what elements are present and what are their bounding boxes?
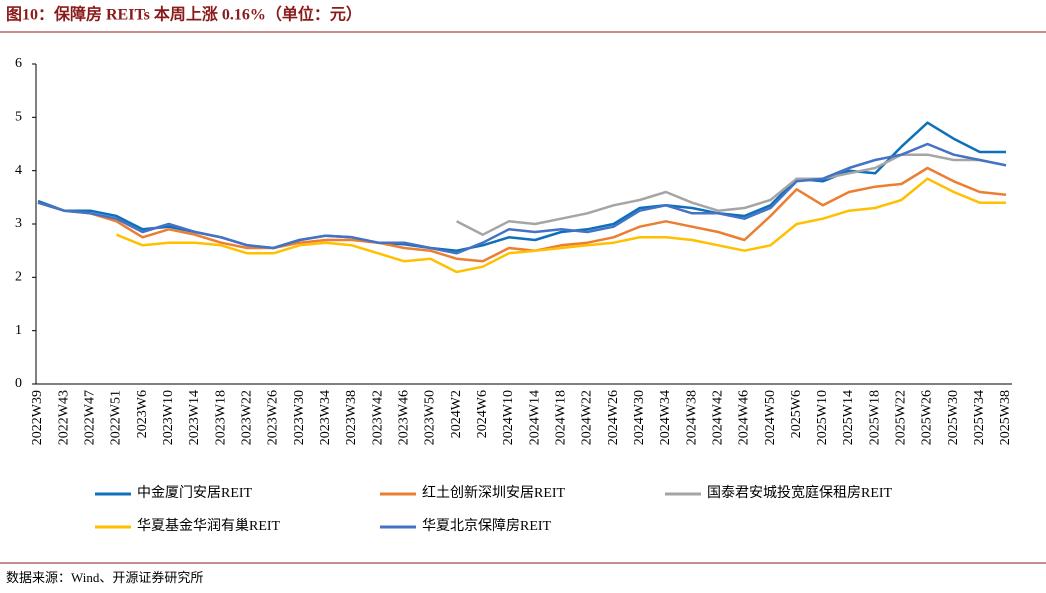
x-tick-label: 2024W26	[606, 390, 621, 445]
x-tick-label: 2024W2	[449, 390, 464, 438]
y-tick-label: 4	[15, 163, 22, 178]
x-tick-label: 2023W26	[266, 390, 281, 445]
x-tick-label: 2023W46	[396, 390, 411, 445]
y-tick-label: 5	[15, 110, 22, 125]
series-line	[37, 142, 1007, 255]
y-tick-label: 6	[15, 56, 22, 71]
source-note: 数据来源：Wind、开源证券研究所	[6, 570, 203, 585]
x-tick-label: 2024W50	[763, 390, 778, 445]
series-line	[116, 177, 1006, 274]
x-tick-label: 2024W14	[527, 390, 542, 445]
x-tick-label: 2025W34	[972, 390, 987, 445]
x-tick-label: 2023W10	[161, 390, 176, 445]
x-tick-label: 2025W10	[815, 390, 830, 445]
y-tick-label: 1	[15, 323, 22, 338]
y-tick-label: 3	[15, 216, 22, 231]
x-tick-label: 2023W14	[187, 390, 202, 445]
y-tick-label: 2	[15, 270, 22, 285]
x-tick-label: 2022W43	[56, 390, 71, 445]
x-tick-label: 2023W18	[213, 390, 228, 445]
x-tick-label: 2024W10	[501, 390, 516, 445]
x-tick-label: 2024W18	[553, 390, 568, 445]
y-tick-label: 0	[15, 376, 22, 391]
x-tick-label: 2025W22	[894, 390, 909, 445]
series-line	[37, 166, 1007, 263]
legend-label: 华夏基金华润有巢REIT	[137, 517, 281, 534]
x-tick-label: 2023W38	[344, 390, 359, 445]
x-tick-label: 2025W6	[789, 390, 804, 438]
x-tick-label: 2025W38	[998, 390, 1013, 445]
x-tick-label: 2023W50	[423, 390, 438, 445]
legend-label: 红土创新深圳安居REIT	[422, 485, 566, 501]
x-tick-label: 2023W22	[240, 390, 255, 445]
legend-label: 华夏北京保障房REIT	[422, 518, 552, 534]
x-tick-label: 2025W18	[867, 390, 882, 445]
x-tick-label: 2022W51	[109, 390, 124, 445]
x-tick-label: 2023W42	[370, 390, 385, 445]
x-tick-label: 2024W34	[658, 390, 673, 445]
x-tick-label: 2023W6	[135, 390, 150, 438]
x-tick-label: 2024W42	[710, 390, 725, 445]
x-tick-label: 2025W14	[841, 390, 856, 445]
x-tick-label: 2024W46	[737, 390, 752, 445]
x-tick-label: 2023W30	[292, 390, 307, 445]
x-tick-label: 2024W22	[580, 390, 595, 445]
x-tick-label: 2022W39	[30, 390, 45, 445]
x-tick-label: 2025W30	[946, 390, 961, 445]
chart-title: 图10：保障房 REITs 本周上涨 0.16%（单位：元）	[6, 5, 362, 24]
legend-label: 国泰君安城投宽庭保租房REIT	[707, 484, 893, 501]
x-tick-label: 2025W26	[920, 390, 935, 445]
legend-label: 中金厦门安居REIT	[137, 485, 253, 501]
x-tick-label: 2023W34	[318, 390, 333, 445]
x-tick-label: 2024W38	[684, 390, 699, 445]
x-tick-label: 2024W6	[475, 390, 490, 438]
x-tick-label: 2022W47	[83, 390, 98, 445]
series-line	[456, 153, 1007, 236]
x-tick-label: 2024W30	[632, 390, 647, 445]
